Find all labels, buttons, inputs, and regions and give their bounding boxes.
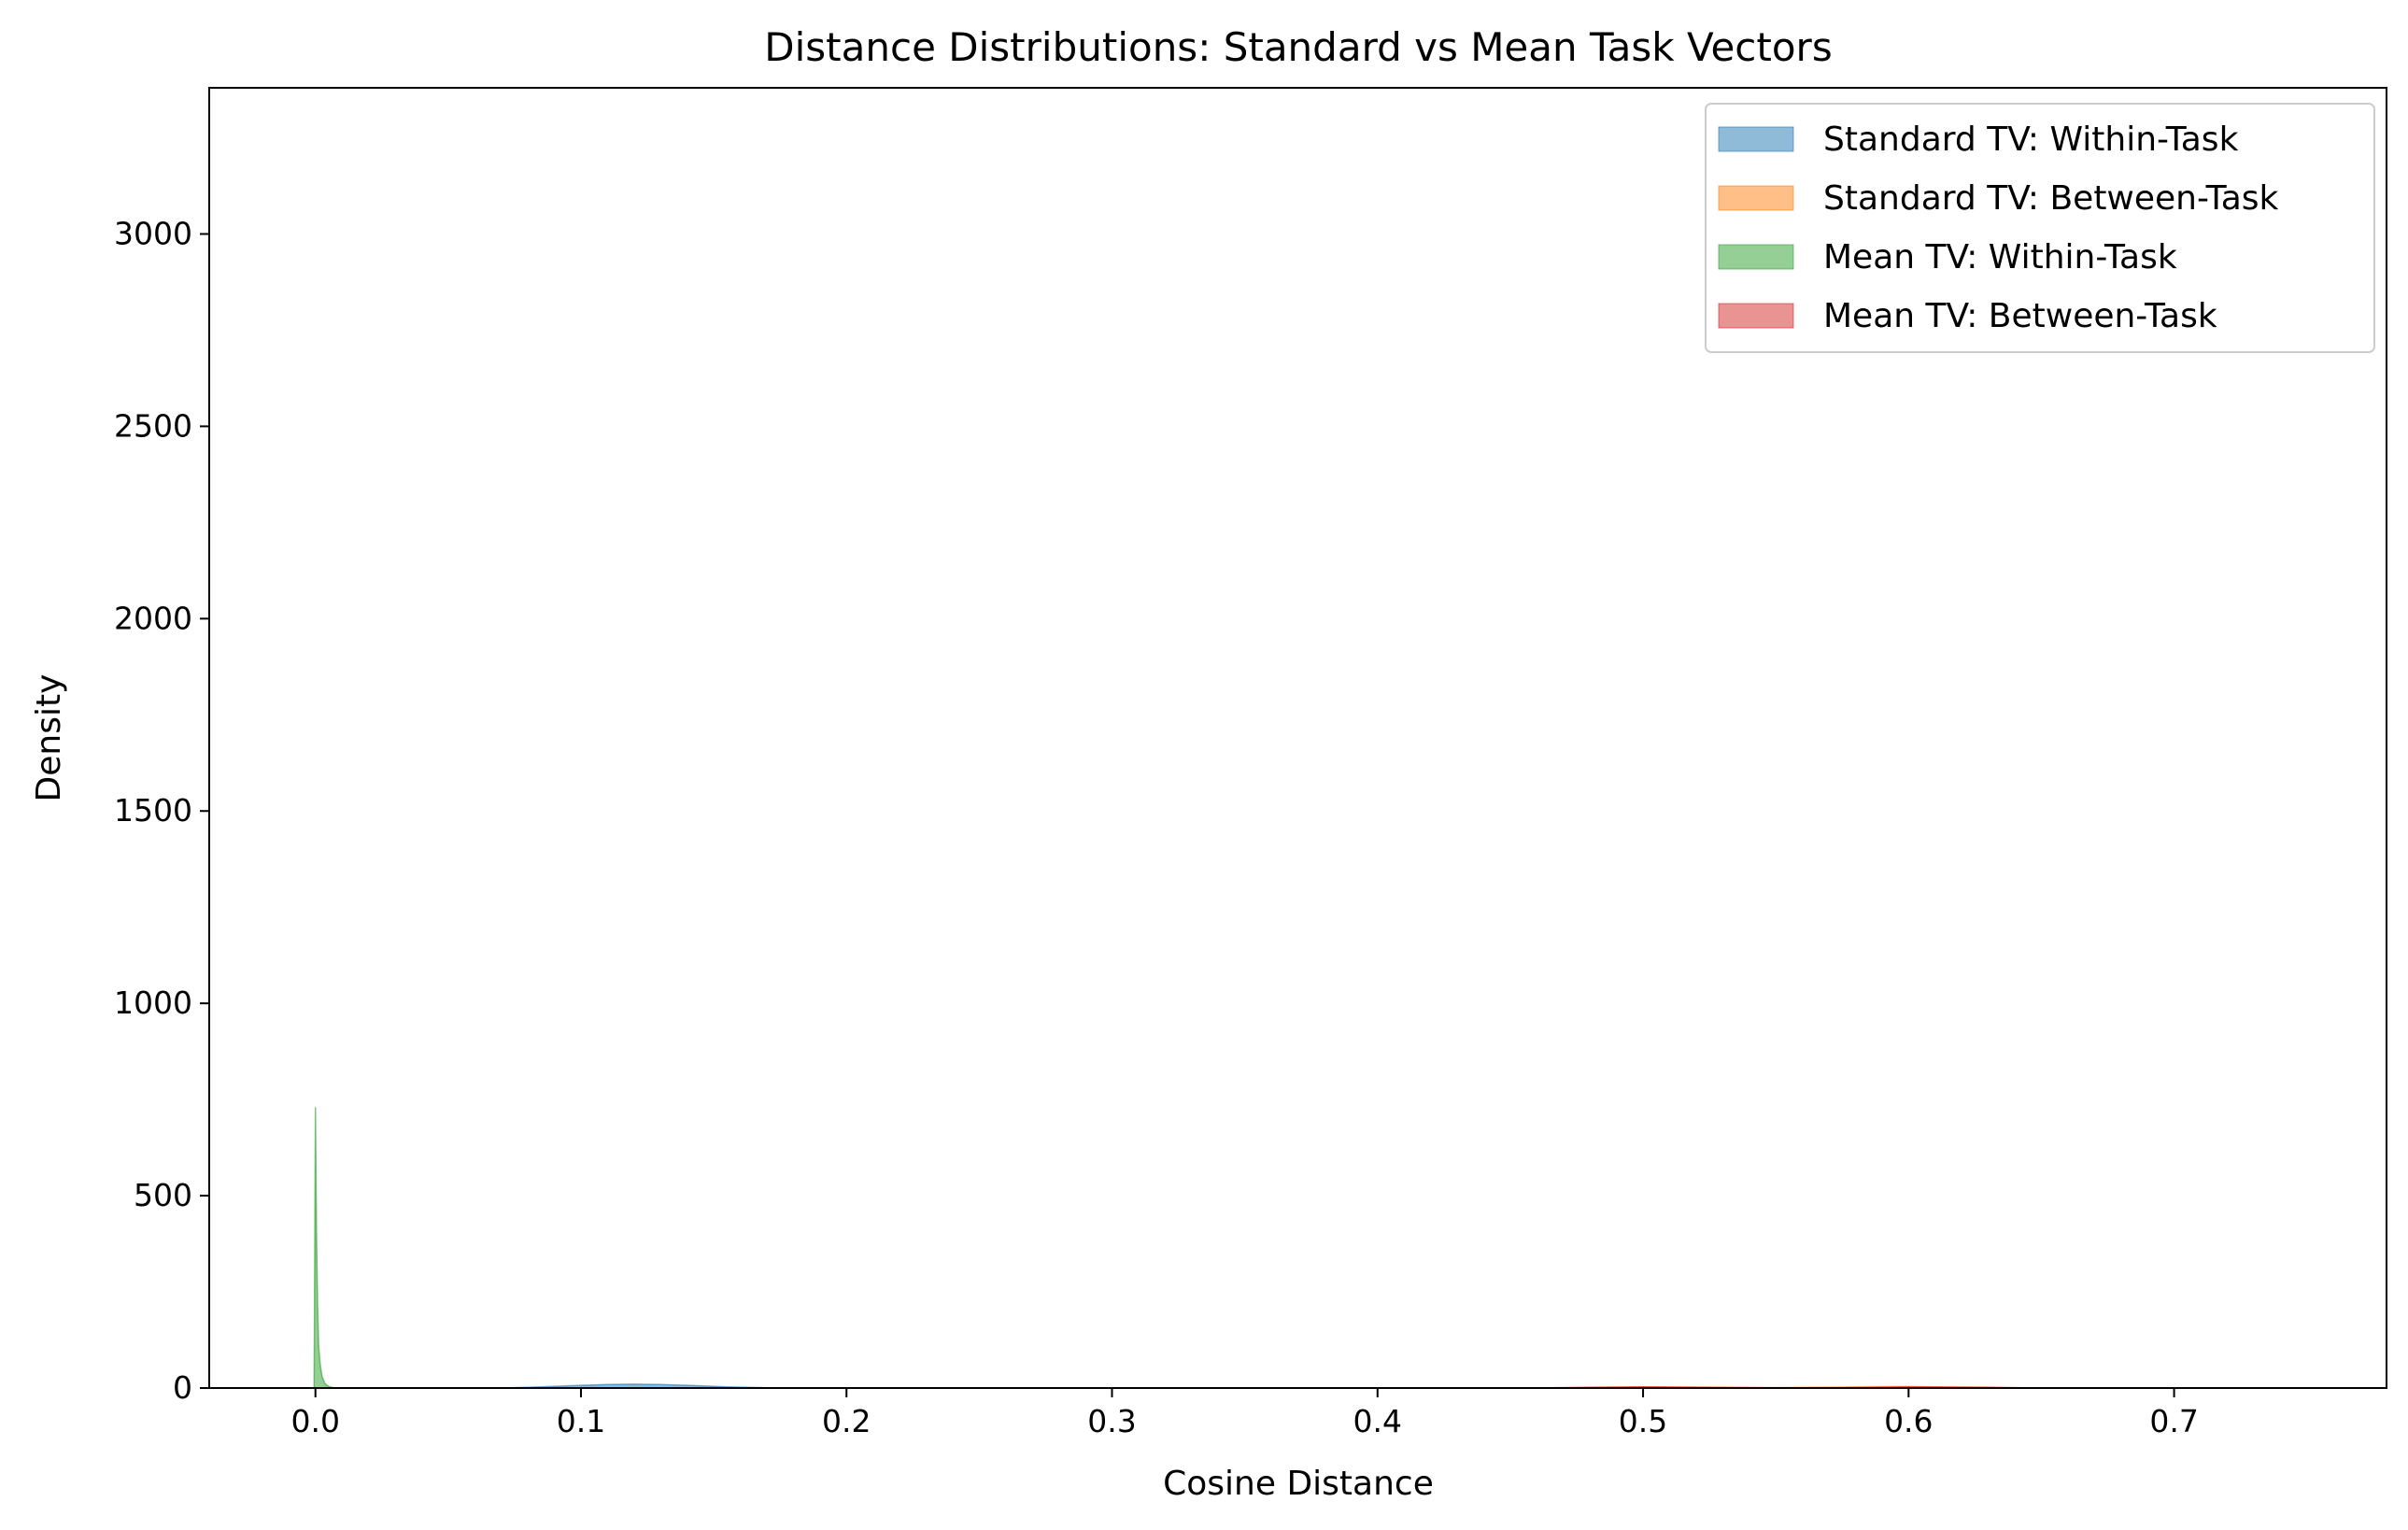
y-axis: 0 500 1000 1500 2000 2500 3000 xyxy=(114,215,209,1406)
legend-label-0: Standard TV: Within-Task xyxy=(1823,120,2239,159)
legend-box xyxy=(1705,103,2375,353)
legend-swatch-1 xyxy=(1718,185,1794,211)
y-tick-label-4: 2000 xyxy=(114,600,192,636)
x-tick-label-3: 0.3 xyxy=(1087,1403,1136,1439)
y-tick-label-0: 0 xyxy=(173,1369,192,1406)
x-axis-title: Cosine Distance xyxy=(1163,1465,1434,1503)
y-tick-label-6: 3000 xyxy=(114,215,192,251)
legend-label-3: Mean TV: Between-Task xyxy=(1823,297,2217,335)
legend: Standard TV: Within-Task Standard TV: Bet… xyxy=(1705,103,2375,353)
x-tick-label-1: 0.1 xyxy=(557,1403,605,1439)
legend-label-2: Mean TV: Within-Task xyxy=(1823,238,2177,276)
legend-swatch-3 xyxy=(1718,303,1794,329)
y-axis-title: Density xyxy=(30,674,68,802)
x-tick-label-5: 0.5 xyxy=(1619,1403,1667,1439)
x-tick-label-0: 0.0 xyxy=(290,1403,339,1439)
y-tick-label-2: 1000 xyxy=(114,985,192,1021)
series-area-2 xyxy=(313,1107,334,1389)
chart-title: Distance Distributions: Standard vs Mean… xyxy=(764,24,1832,70)
x-tick-label-6: 0.6 xyxy=(1884,1403,1933,1439)
y-tick-label-1: 500 xyxy=(134,1177,192,1213)
x-axis: 0.0 0.1 0.2 0.3 0.4 0.5 0.6 0.7 xyxy=(290,1388,2199,1439)
plot-frame xyxy=(208,87,2387,1389)
legend-items: Standard TV: Within-Task Standard TV: Bet… xyxy=(1718,120,2279,335)
y-tick-label-3: 1500 xyxy=(114,792,192,829)
legend-swatch-0 xyxy=(1718,126,1794,152)
legend-swatch-2 xyxy=(1718,244,1794,270)
x-tick-label-4: 0.4 xyxy=(1353,1403,1402,1439)
x-tick-label-7: 0.7 xyxy=(2149,1403,2198,1439)
x-tick-label-2: 0.2 xyxy=(822,1403,871,1439)
legend-label-1: Standard TV: Between-Task xyxy=(1823,179,2279,218)
y-tick-label-5: 2500 xyxy=(114,407,192,444)
